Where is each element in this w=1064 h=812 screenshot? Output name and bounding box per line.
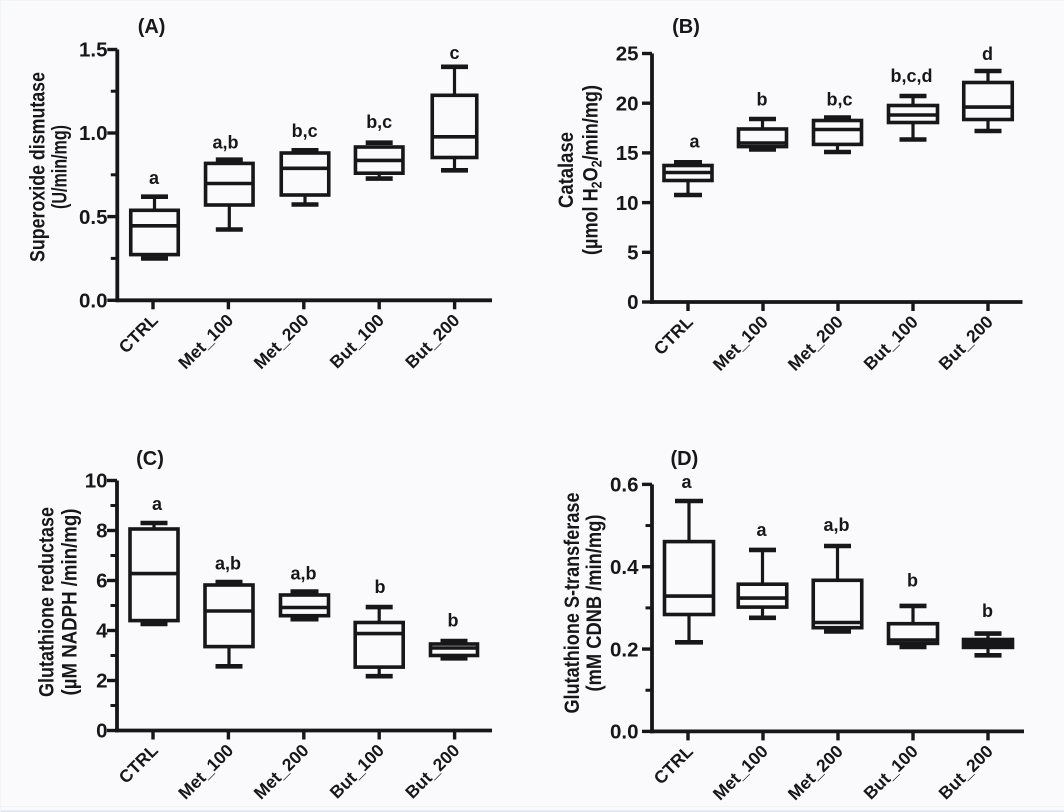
svg-text:a,b: a,b (215, 554, 241, 574)
svg-text:a: a (689, 132, 700, 152)
svg-text:(A): (A) (138, 16, 166, 38)
svg-text:15: 15 (616, 142, 639, 165)
svg-text:0.6: 0.6 (610, 474, 639, 497)
svg-text:Catalase: Catalase (555, 132, 578, 208)
svg-text:b: b (448, 611, 459, 631)
svg-text:4: 4 (96, 620, 108, 643)
svg-text:8: 8 (96, 520, 107, 543)
svg-text:10: 10 (85, 470, 108, 493)
svg-text:(C): (C) (136, 448, 164, 470)
svg-text:a,b: a,b (290, 563, 316, 583)
svg-text:1.0: 1.0 (79, 122, 108, 145)
svg-text:6: 6 (96, 570, 107, 593)
svg-text:Glutathione S-transferase: Glutathione S-transferase (561, 493, 584, 714)
svg-text:(mM CDNB /min/mg): (mM CDNB /min/mg) (583, 515, 606, 692)
svg-text:a,b: a,b (823, 515, 849, 535)
svg-text:1.5: 1.5 (79, 39, 108, 62)
svg-text:0: 0 (627, 291, 638, 314)
svg-text:(D): (D) (671, 448, 699, 470)
svg-text:b,c: b,c (826, 90, 852, 110)
svg-text:b: b (982, 601, 993, 621)
svg-text:0.0: 0.0 (610, 721, 639, 744)
svg-text:Superoxide dismutase: Superoxide dismutase (27, 72, 50, 262)
svg-text:d: d (982, 44, 993, 64)
svg-text:Glutathione reductase: Glutathione reductase (36, 507, 59, 697)
svg-text:0: 0 (96, 720, 107, 743)
svg-text:b,c,d: b,c,d (890, 66, 932, 86)
svg-text:b: b (907, 571, 918, 591)
svg-text:(U/min/mg): (U/min/mg) (49, 125, 72, 209)
svg-text:5: 5 (627, 242, 638, 265)
svg-text:(µM NADPH /min/mg): (µM NADPH /min/mg) (59, 509, 82, 696)
svg-text:b,c: b,c (366, 112, 392, 132)
svg-text:(B): (B) (672, 16, 700, 38)
svg-text:20: 20 (616, 92, 639, 115)
svg-text:10: 10 (616, 192, 639, 215)
svg-text:c: c (449, 43, 459, 63)
svg-text:0.4: 0.4 (610, 556, 639, 579)
svg-text:0.2: 0.2 (610, 638, 639, 661)
svg-text:a,b: a,b (212, 133, 238, 153)
svg-text:a: a (152, 494, 163, 514)
svg-text:b: b (375, 577, 386, 597)
svg-text:0.0: 0.0 (79, 290, 108, 313)
svg-text:25: 25 (616, 43, 639, 66)
svg-text:0.5: 0.5 (79, 206, 108, 229)
svg-text:a: a (149, 168, 160, 188)
svg-text:a: a (756, 520, 767, 540)
svg-text:b: b (757, 90, 768, 110)
svg-text:a: a (681, 472, 692, 492)
svg-text:2: 2 (96, 670, 107, 693)
svg-text:b,c: b,c (292, 121, 318, 141)
svg-text:(µmol H2O2/min/mg): (µmol H2O2/min/mg) (580, 85, 606, 255)
